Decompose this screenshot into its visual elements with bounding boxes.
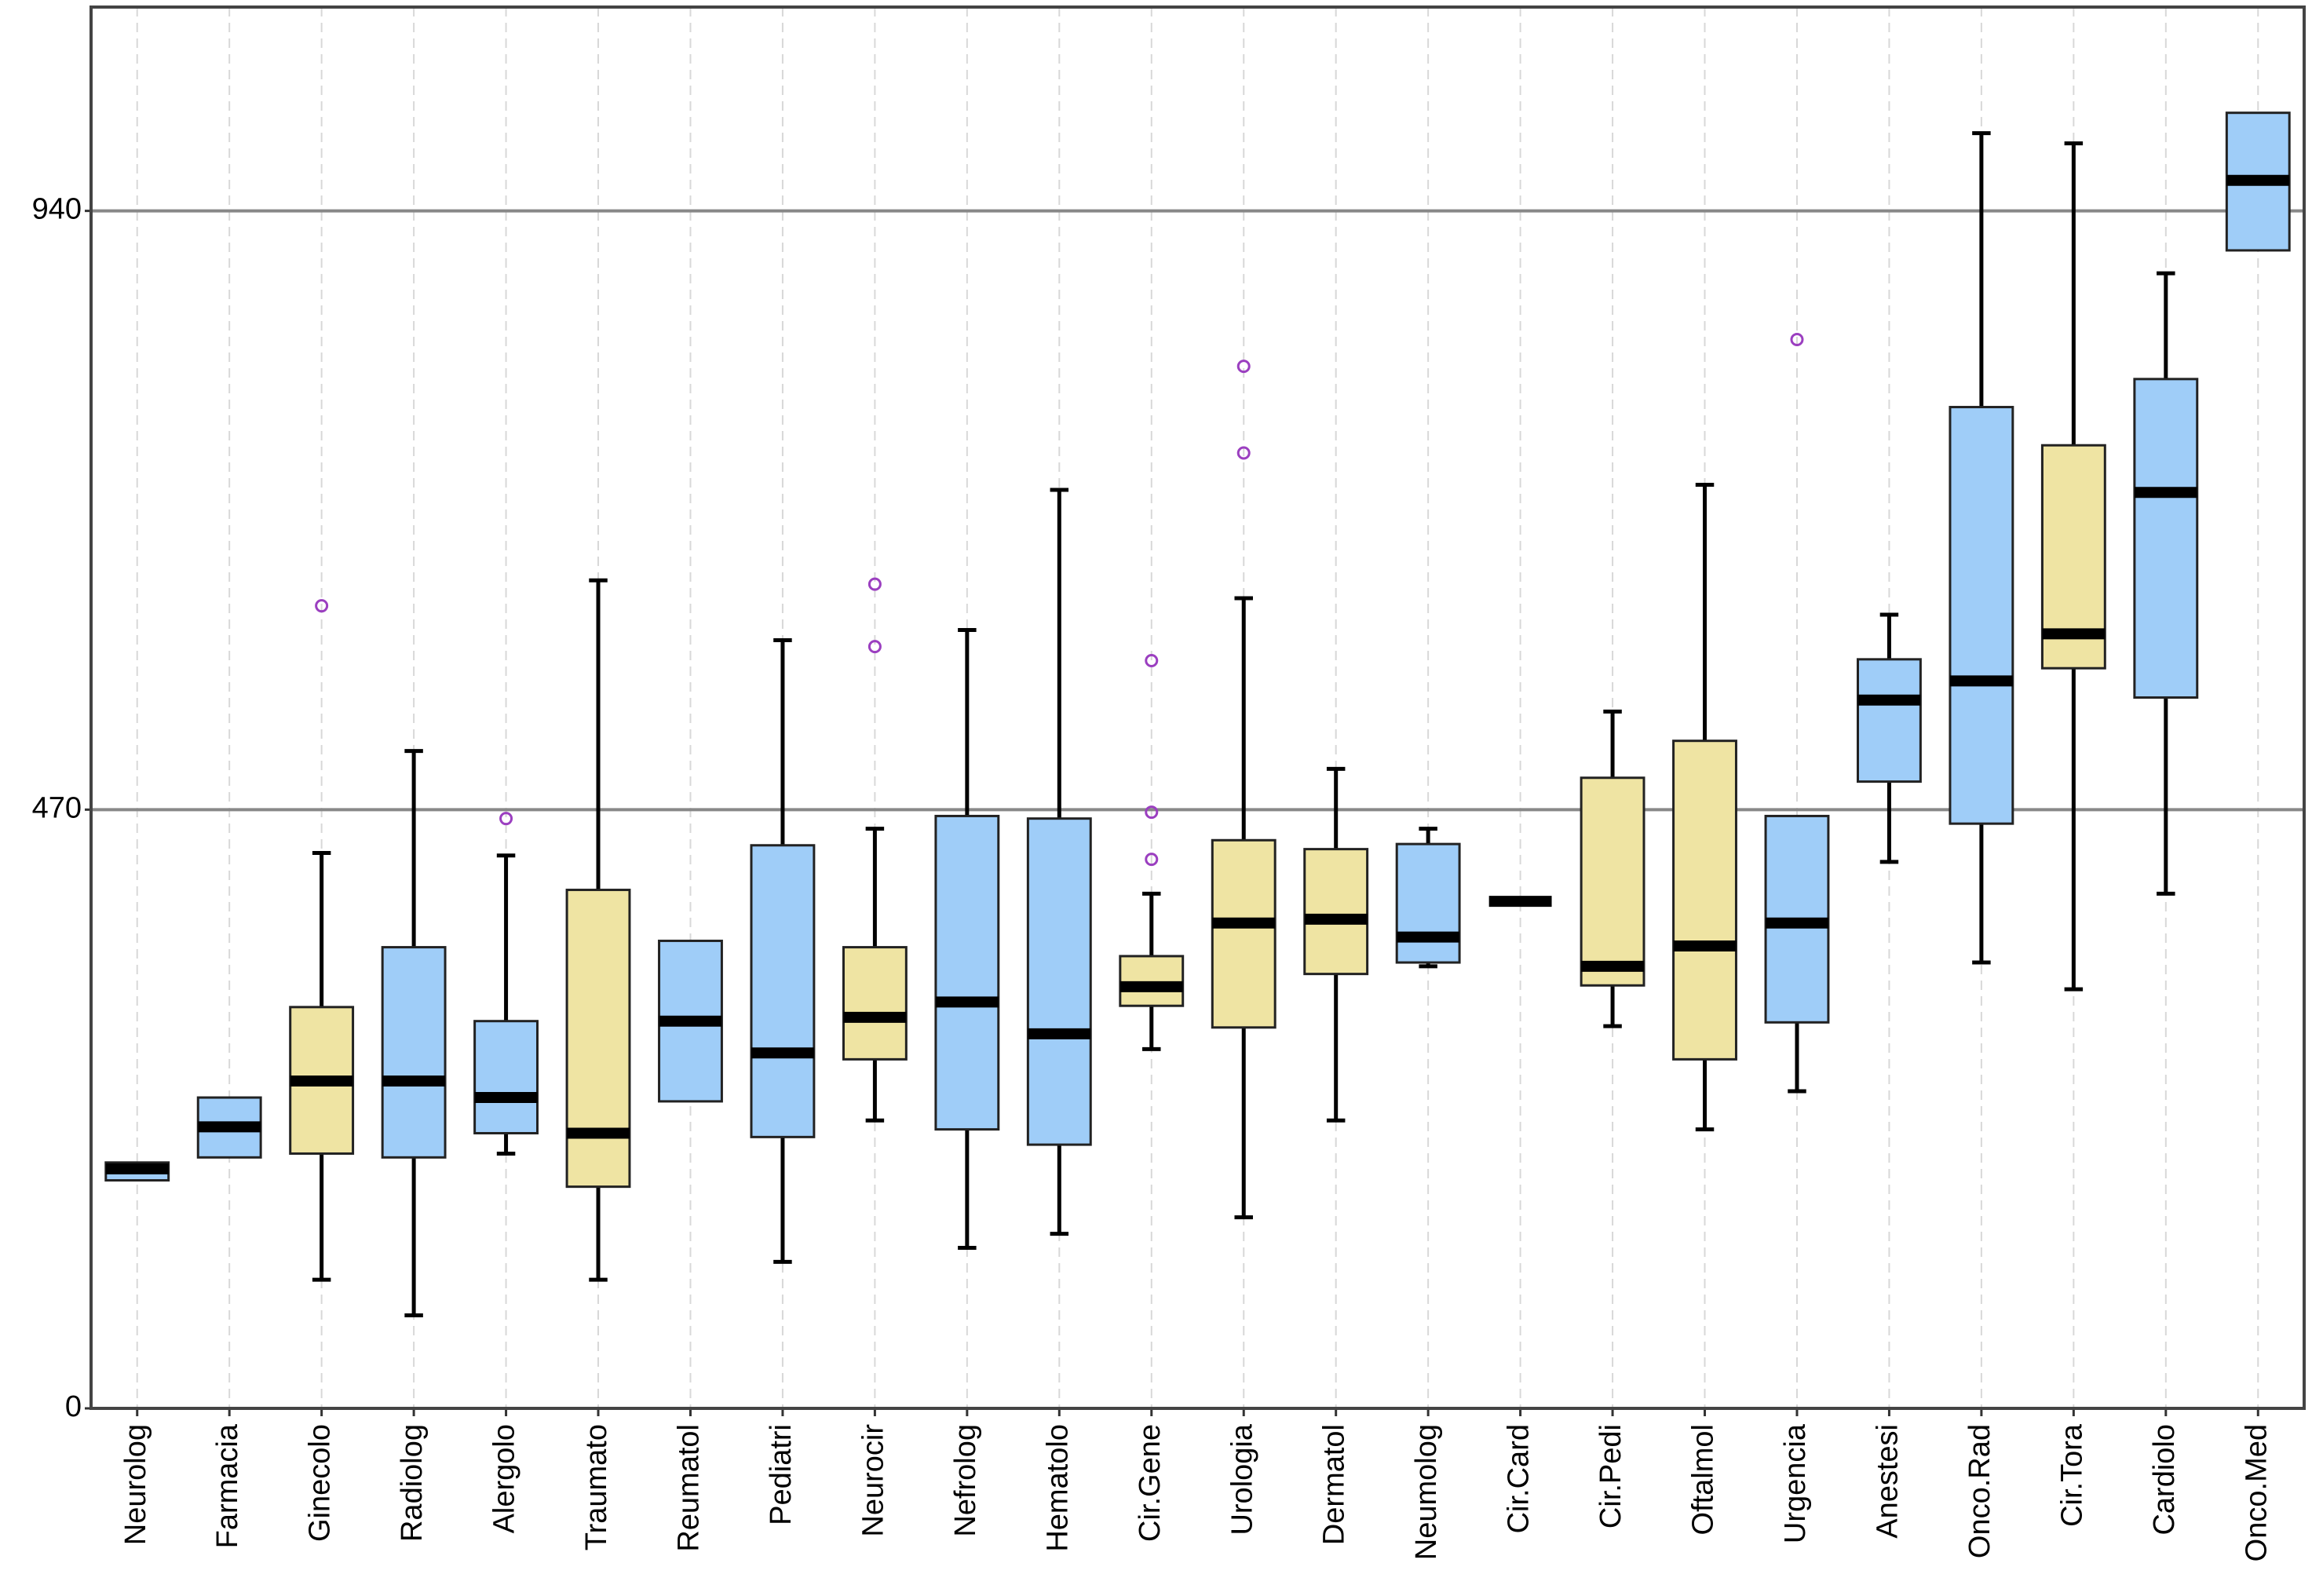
x-tick-label: Farmacia	[211, 1423, 244, 1548]
outlier	[1145, 853, 1159, 867]
box	[565, 889, 631, 1189]
y-tick-label: 940	[32, 193, 82, 226]
x-tick-label: Cir.Pedi	[1594, 1424, 1627, 1528]
x-tick-label: Anestesi	[1871, 1424, 1904, 1539]
x-tick-label: Oftalmol	[1687, 1424, 1720, 1535]
x-tick-label: Cir.Tora	[2055, 1423, 2088, 1527]
box	[842, 946, 908, 1061]
plot-area	[91, 7, 2304, 1408]
box	[1672, 740, 1737, 1061]
outlier	[1790, 333, 1804, 347]
x-tick-label: Radiolog	[396, 1424, 429, 1542]
outlier	[1236, 446, 1251, 460]
box	[1026, 817, 1092, 1146]
y-tick-label: 470	[32, 791, 82, 824]
box	[2133, 378, 2199, 699]
x-tick-label: Neurocir	[856, 1424, 889, 1537]
box	[750, 844, 816, 1138]
x-tick-label: Traumato	[580, 1424, 613, 1550]
outlier	[1145, 653, 1159, 667]
x-tick-label: Hematolo	[1041, 1424, 1074, 1552]
outlier	[1145, 805, 1159, 820]
box	[934, 814, 1000, 1131]
box	[1857, 658, 1922, 783]
outlier	[867, 640, 882, 654]
x-tick-label: Reumatol	[673, 1424, 706, 1552]
box	[1395, 842, 1461, 964]
x-tick-label: Ginecolo	[304, 1424, 337, 1542]
box	[1303, 848, 1369, 976]
box	[473, 1020, 539, 1134]
x-tick-label: Dermatol	[1318, 1424, 1351, 1545]
box	[1580, 776, 1645, 987]
x-tick-label: Alergolo	[488, 1424, 521, 1533]
x-tick-label: Cir.Gene	[1134, 1424, 1167, 1542]
box	[1211, 838, 1277, 1029]
x-tick-label: Cir.Card	[1503, 1424, 1536, 1533]
outlier	[315, 599, 329, 613]
x-tick-label: Pediatri	[765, 1424, 798, 1525]
outlier	[499, 812, 513, 826]
x-tick-label: Urologia	[1225, 1423, 1258, 1535]
box	[1949, 406, 2014, 825]
outlier	[1236, 360, 1251, 374]
x-tick-label: Urgencia	[1779, 1423, 1812, 1543]
x-tick-label: Onco.Rad	[1963, 1424, 1996, 1558]
x-tick-label: Nefrolog	[949, 1424, 982, 1537]
y-tick-label: 0	[65, 1390, 82, 1423]
plot-border	[89, 5, 2306, 1410]
x-tick-label: Onco.Med	[2240, 1424, 2273, 1561]
x-tick-label: Cardiolo	[2148, 1424, 2181, 1536]
outlier	[867, 577, 882, 591]
box	[1119, 955, 1185, 1007]
x-tick-label: Neumolog	[1410, 1424, 1443, 1560]
x-tick-label: Neurolog	[119, 1424, 152, 1545]
box	[381, 946, 447, 1159]
